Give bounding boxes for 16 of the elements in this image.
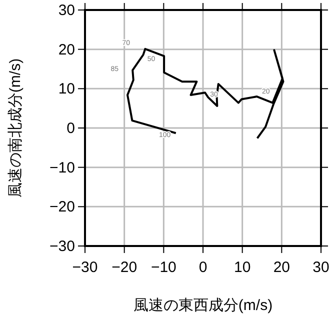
x-tick-label: 30 (312, 259, 330, 276)
x-tick-label: −20 (112, 259, 138, 276)
x-axis-title: 風速の東西成分(m/s) (133, 297, 273, 314)
x-tick-label: −10 (150, 259, 176, 276)
y-tick-label: −20 (50, 198, 75, 216)
y-tick-label: −30 (50, 238, 75, 255)
x-tick-label: 20 (273, 259, 290, 276)
y-tick-label: 10 (58, 80, 75, 98)
y-tick-label: 20 (58, 41, 75, 58)
y-tick-label: −10 (50, 159, 75, 176)
x-tick-label: 0 (198, 259, 208, 276)
x-tick-label: 10 (234, 259, 251, 276)
y-tick-label: 0 (66, 120, 75, 137)
y-axis-title: 風速の南北成分(m/s) (7, 58, 24, 198)
x-tick-label: −30 (72, 259, 98, 276)
y-tick-label: 30 (58, 2, 75, 19)
